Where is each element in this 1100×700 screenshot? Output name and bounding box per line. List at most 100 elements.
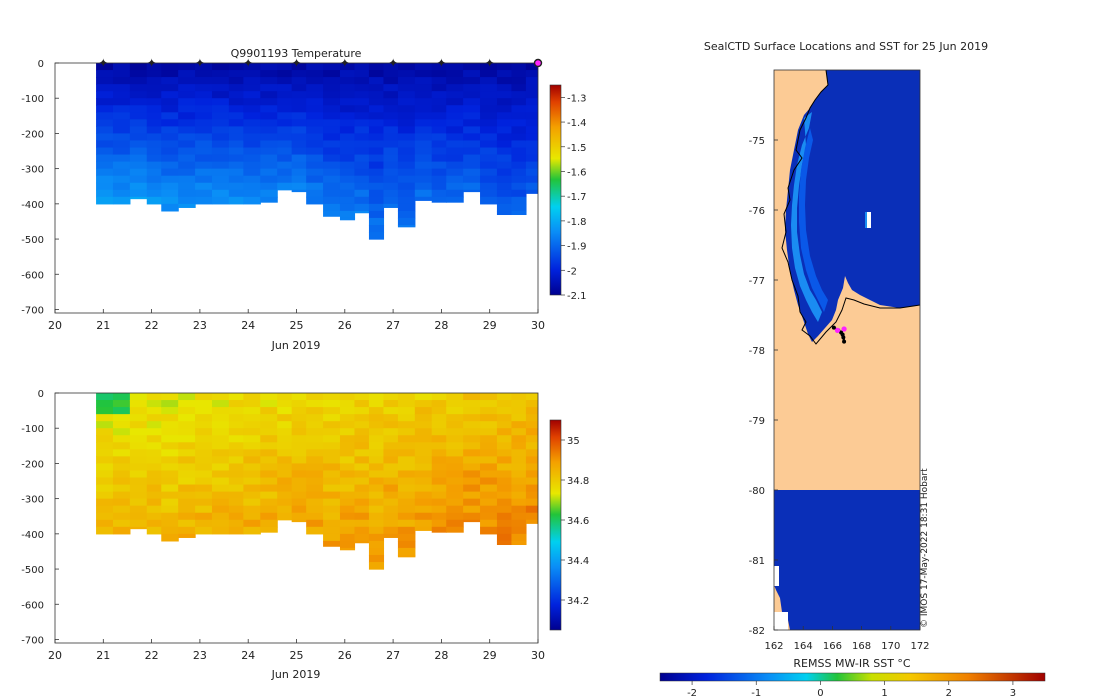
section-cell	[195, 512, 213, 521]
section-cell	[178, 442, 196, 450]
section-cell	[511, 533, 527, 542]
section-cell	[306, 112, 324, 120]
section-cell	[228, 505, 244, 514]
section-cell	[511, 393, 527, 401]
section-cell	[463, 519, 481, 523]
x-tick-label: 26	[338, 649, 352, 662]
section-cell	[446, 498, 464, 507]
section-cell	[354, 498, 370, 507]
section-cell	[480, 77, 498, 85]
section-cell	[383, 112, 399, 120]
section-cell	[112, 161, 131, 170]
section-cell	[195, 470, 213, 479]
section-cell	[323, 470, 341, 479]
section-cell	[496, 463, 513, 472]
section-cell	[414, 63, 433, 71]
section-cell	[195, 98, 213, 106]
section-cell	[339, 217, 356, 221]
section-cell	[195, 484, 213, 493]
section-cell	[368, 491, 385, 500]
section-cell	[511, 91, 527, 99]
section-cell	[260, 463, 278, 472]
section-cell	[463, 112, 481, 120]
section-cell	[525, 400, 538, 408]
section-cell	[178, 463, 196, 472]
section-cell	[368, 98, 385, 106]
section-cell	[397, 407, 416, 415]
section-cell	[306, 196, 324, 205]
section-cell	[260, 407, 278, 415]
section-cell	[511, 77, 527, 85]
section-cell	[228, 175, 244, 184]
section-cell	[96, 435, 114, 443]
section-cell	[211, 400, 230, 408]
section-cell	[511, 540, 527, 546]
section-cell	[525, 442, 538, 450]
section-cell	[480, 91, 498, 99]
section-cell	[397, 435, 416, 443]
section-cell	[496, 519, 513, 528]
section-cell	[195, 428, 213, 436]
section-cell	[228, 189, 244, 198]
salinity-axes: 20 21 22 23 24 25 26 27 28 29 30 0 -100 -200 -300 -400 -…	[21, 389, 545, 662]
section-cell	[195, 175, 213, 184]
section-cell	[96, 449, 114, 457]
section-cell	[397, 189, 416, 198]
section-cell	[525, 189, 538, 194]
section-cell	[511, 477, 527, 486]
section-cell	[397, 547, 416, 556]
section-cell	[161, 407, 179, 415]
sst-colorbar-tick-label: 2	[946, 688, 952, 699]
section-cell	[112, 63, 131, 71]
section-cell	[525, 491, 538, 500]
section-cell	[480, 161, 498, 170]
section-cell	[431, 484, 447, 493]
section-cell	[277, 428, 293, 436]
x-tick-label: 20	[48, 649, 62, 662]
section-cell	[446, 477, 464, 486]
section-cell	[496, 189, 513, 198]
surface-marker: ✦	[436, 56, 446, 70]
section-cell	[525, 435, 538, 443]
section-cell	[431, 105, 447, 113]
section-cell	[228, 77, 244, 85]
section-cell	[354, 196, 370, 205]
section-cell	[414, 421, 433, 429]
section-cell	[291, 498, 307, 507]
section-cell	[354, 189, 370, 198]
section-cell	[323, 435, 341, 443]
surface-markers: ✦✦✦✦✦✦✦✦✦✦	[98, 56, 543, 70]
section-cell	[260, 112, 278, 120]
section-cell	[480, 133, 498, 142]
temperature-panel: Q9901193 Temperature 20 21 22 23 24 25 26 27 28 2…	[21, 47, 586, 352]
section-cell	[383, 168, 399, 177]
section-cell	[339, 435, 356, 443]
section-cell	[306, 470, 324, 479]
section-cell	[277, 133, 293, 142]
section-cell	[291, 519, 307, 523]
section-cell	[228, 442, 244, 450]
section-cell	[96, 477, 114, 486]
section-cell	[414, 393, 433, 401]
section-cell	[354, 491, 370, 500]
section-cell	[291, 126, 307, 135]
section-cell	[112, 449, 131, 457]
temperature-colorbar-ticks: -1.3 -1.4 -1.5 -1.6 -1.7 -1.8 -1.9 -2 -2.1	[561, 93, 587, 302]
map-y-tick-label: -77	[749, 276, 765, 287]
section-cell	[178, 449, 196, 457]
section-cell	[211, 456, 230, 465]
section-cell	[112, 196, 131, 205]
section-cell	[243, 456, 261, 465]
section-cell	[146, 505, 162, 514]
section-cell	[496, 491, 513, 500]
section-cell	[511, 400, 527, 408]
section-cell	[146, 112, 162, 120]
section-cell	[383, 133, 399, 142]
section-cell	[354, 456, 370, 465]
section-cell	[178, 112, 196, 120]
section-cell	[339, 519, 356, 528]
section-cell	[446, 421, 464, 429]
section-cell	[383, 98, 399, 106]
map-y-tick-label: -80	[749, 486, 765, 497]
section-cell	[323, 512, 341, 521]
